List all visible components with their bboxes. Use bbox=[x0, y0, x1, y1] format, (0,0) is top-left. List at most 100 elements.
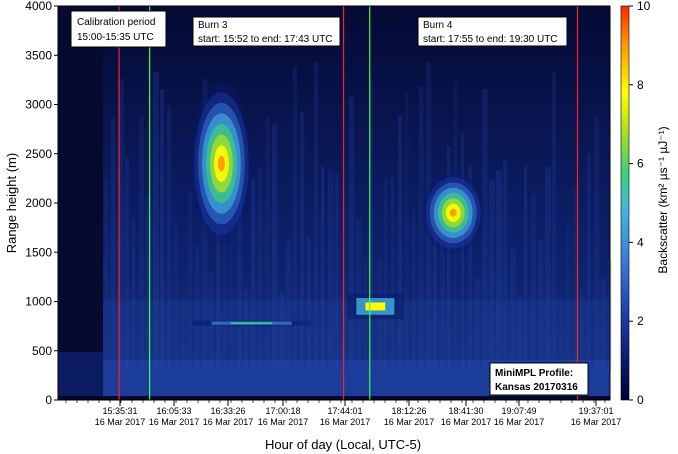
burn4-line2: start: 17:55 to end: 19:30 UTC bbox=[423, 34, 558, 45]
x-tick-label-time: 19:37:01 bbox=[578, 406, 613, 416]
calibration-line2: 15:00-15:35 UTC bbox=[77, 32, 154, 43]
column-streak bbox=[188, 191, 192, 370]
column-streak bbox=[314, 61, 319, 371]
profile-box bbox=[489, 362, 589, 396]
column-streak bbox=[286, 239, 291, 370]
early-low-layer bbox=[58, 352, 103, 396]
column-streak bbox=[118, 78, 124, 370]
column-streak bbox=[391, 177, 395, 370]
x-tick-label-date: 16 Mar 2017 bbox=[494, 417, 545, 427]
column-streak bbox=[517, 297, 522, 370]
burn4-annotation: Burn 4 start: 17:55 to end: 19:30 UTC bbox=[417, 16, 568, 47]
y-tick-label: 0 bbox=[45, 393, 52, 407]
column-streak bbox=[174, 221, 178, 370]
column-streak bbox=[279, 292, 285, 370]
column-streak bbox=[202, 79, 208, 371]
backscatter-cell bbox=[365, 302, 386, 311]
burn3-line2: start: 15:52 to end: 17:43 UTC bbox=[198, 34, 333, 45]
burn4-line1: Burn 4 bbox=[423, 20, 453, 31]
column-streak bbox=[370, 79, 374, 371]
column-streak bbox=[244, 289, 248, 370]
column-streak bbox=[300, 111, 305, 370]
x-tick-label-time: 16:33:26 bbox=[210, 406, 245, 416]
profile-line2: Kansas 20170316 bbox=[495, 382, 578, 393]
column-streak bbox=[419, 86, 424, 370]
column-streak bbox=[251, 178, 256, 370]
column-streak bbox=[496, 170, 502, 370]
y-axis: 0 500 1000 1500 2000 2500 3000 3500 4000 bbox=[25, 0, 58, 407]
column-streak bbox=[195, 245, 200, 370]
column-streak bbox=[349, 97, 355, 371]
column-streak bbox=[167, 105, 172, 370]
calibration-box bbox=[70, 10, 167, 48]
x-tick-label-date: 16 Mar 2017 bbox=[95, 417, 146, 427]
column-streak bbox=[426, 62, 432, 371]
y-tick-label: 1500 bbox=[25, 245, 52, 259]
column-streak bbox=[510, 248, 516, 370]
column-streak bbox=[433, 237, 438, 370]
column-streak bbox=[328, 169, 334, 370]
column-streak bbox=[531, 193, 536, 370]
column-streak bbox=[237, 158, 243, 370]
column-streak bbox=[384, 178, 388, 370]
x-tick-label-date: 16 Mar 2017 bbox=[320, 417, 371, 427]
backscatter-cell bbox=[449, 208, 457, 217]
y-tick-label: 3000 bbox=[25, 98, 52, 112]
x-tick-label-time: 16:05:33 bbox=[156, 406, 191, 416]
column-streak bbox=[104, 177, 109, 370]
column-streak bbox=[440, 232, 445, 370]
x-tick-label-time: 17:00:18 bbox=[265, 406, 300, 416]
column-streak bbox=[181, 296, 186, 370]
column-streak bbox=[293, 65, 297, 370]
colorbar-tick-label: 6 bbox=[637, 157, 644, 171]
column-streak bbox=[125, 158, 129, 370]
column-streak bbox=[272, 124, 278, 371]
backscatter-cell bbox=[218, 155, 225, 172]
profile-annotation: MiniMPL Profile: Kansas 20170316 bbox=[489, 362, 589, 396]
colorbar: 0 2 4 6 8 10 Backscatter (km² µs⁻¹ µJ⁻¹) bbox=[620, 0, 670, 407]
column-streak bbox=[230, 168, 234, 370]
column-streaks bbox=[104, 61, 612, 371]
x-tick-label-time: 15:35:31 bbox=[102, 406, 137, 416]
y-tick-label: 500 bbox=[32, 344, 52, 358]
column-streak bbox=[321, 165, 325, 370]
column-streak bbox=[447, 146, 451, 370]
event-lines bbox=[118, 6, 579, 400]
y-axis-label: Range height (m) bbox=[4, 153, 19, 253]
column-streak bbox=[552, 72, 557, 370]
column-streak bbox=[146, 194, 151, 370]
column-streak bbox=[398, 115, 402, 371]
burn3-annotation: Burn 3 start: 15:52 to end: 17:43 UTC bbox=[192, 16, 341, 47]
column-streak bbox=[573, 186, 577, 370]
column-streak bbox=[489, 179, 495, 370]
column-streak bbox=[335, 172, 339, 370]
column-streak bbox=[132, 217, 136, 370]
column-streak bbox=[216, 204, 221, 370]
x-axis-label: Hour of day (Local, UTC-5) bbox=[265, 437, 421, 452]
column-streak bbox=[307, 236, 311, 370]
column-streak bbox=[412, 209, 416, 370]
x-tick-label-date: 16 Mar 2017 bbox=[203, 417, 254, 427]
column-streak bbox=[545, 166, 551, 370]
column-streak bbox=[503, 159, 508, 370]
column-streak bbox=[538, 240, 544, 370]
column-streak bbox=[265, 116, 271, 370]
calibration-line1: Calibration period bbox=[77, 17, 155, 28]
y-tick-label: 2000 bbox=[25, 196, 52, 210]
colorbar-tick-label: 0 bbox=[637, 393, 644, 407]
x-tick-label-date: 16 Mar 2017 bbox=[441, 417, 492, 427]
colorbar-tick-label: 8 bbox=[637, 78, 644, 92]
burn4-box bbox=[417, 16, 568, 47]
column-streak bbox=[559, 297, 564, 370]
y-tick-label: 2500 bbox=[25, 147, 52, 161]
column-streak bbox=[111, 118, 116, 370]
colorbar-label: Backscatter (km² µs⁻¹ µJ⁻¹) bbox=[656, 126, 670, 273]
y-tick-label: 3500 bbox=[25, 48, 52, 62]
column-streak bbox=[601, 277, 606, 370]
bottom-dark-row bbox=[58, 396, 610, 400]
column-streak bbox=[587, 153, 591, 370]
column-streak bbox=[468, 165, 473, 370]
colorbar-gradient bbox=[620, 5, 630, 401]
